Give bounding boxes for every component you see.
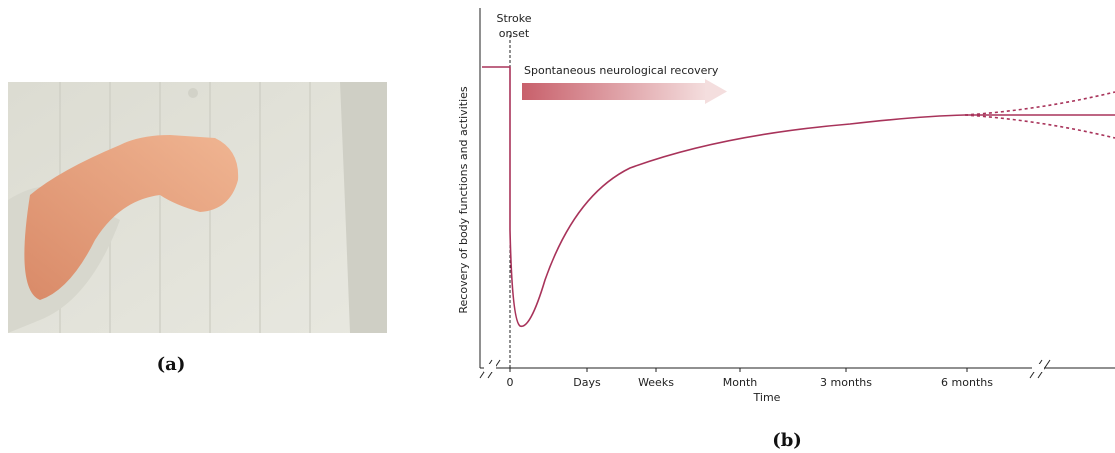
annotation: onset (499, 27, 530, 40)
annotation: Stroke (496, 12, 531, 25)
y-axis-label: Recovery of body functions and activitie… (457, 86, 470, 314)
panel-label: (b) (772, 430, 802, 451)
x-tick-label: 3 months (820, 376, 872, 389)
panel-label: (a) (157, 354, 186, 375)
axis-break (1032, 364, 1044, 372)
photo (8, 82, 387, 333)
x-axis-label: Time (753, 391, 781, 404)
x-tick-label: Month (723, 376, 758, 389)
curve (482, 67, 1115, 326)
x-tick-label: Days (573, 376, 601, 389)
x-tick-label: 0 (507, 376, 514, 389)
annotation: Spontaneous neurological recovery (524, 64, 719, 77)
x-tick-label: Weeks (638, 376, 674, 389)
x-ticks: 0 Days Weeks Month 3 months 6 months (507, 368, 994, 389)
x-tick-label: 6 months (941, 376, 993, 389)
figure: (a) Stroke onset Spontaneous neurologica… (0, 0, 1115, 453)
axis-break (484, 364, 496, 372)
arrow (522, 79, 727, 104)
